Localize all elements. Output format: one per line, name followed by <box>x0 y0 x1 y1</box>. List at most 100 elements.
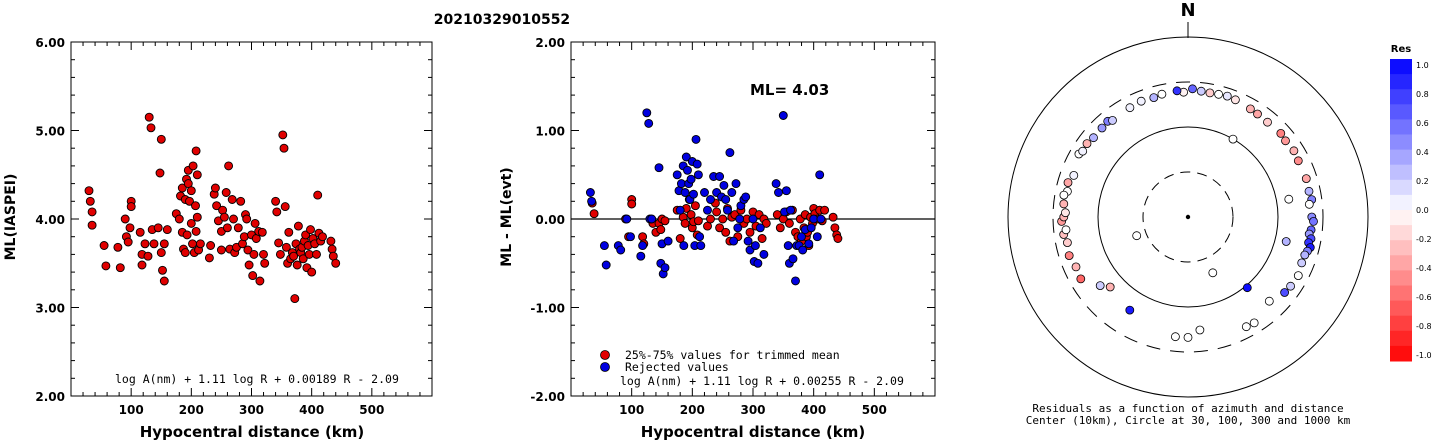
chart1-point <box>278 130 288 140</box>
chart1-point <box>259 249 268 259</box>
station-residual-point <box>1132 231 1142 241</box>
chart2-point-rejected <box>771 179 781 189</box>
chart2-point-rejected <box>601 260 611 270</box>
chart2-point-rejected <box>759 249 769 259</box>
chart1-point <box>280 202 290 212</box>
station-residual-point <box>1105 282 1115 292</box>
chart1-point <box>195 239 205 249</box>
chart1-point <box>307 267 317 277</box>
chart1-point <box>206 241 216 250</box>
colorbar-title: Res <box>1391 44 1411 55</box>
station-residual-point <box>1293 271 1303 281</box>
chart2-point-rejected <box>616 245 626 255</box>
chart1-point <box>101 261 111 271</box>
ml-residual-chart: 100 200 300 400 500 -2.00 -1.00 0.00 1.00 2.00 ML… <box>499 36 936 441</box>
chart1-point <box>290 294 300 304</box>
chart1-point <box>243 245 253 255</box>
chart1-x-tick-label: 500 <box>359 403 384 417</box>
ring-30km <box>1142 171 1234 263</box>
chart1-point <box>146 123 156 133</box>
chart1-point <box>272 207 282 217</box>
station-residual-point <box>1309 216 1318 226</box>
chart1-point <box>159 239 169 249</box>
chart2-point-rejected <box>815 170 825 180</box>
station-residual-point <box>1293 156 1303 166</box>
legend-label-trimmed: 25%-75% values for trimmed mean <box>625 348 840 362</box>
station-residual-point <box>1188 84 1197 94</box>
chart1-point <box>84 186 94 196</box>
chart1-y-tick-label: 3.00 <box>35 302 65 316</box>
station-residual-point <box>1304 199 1314 209</box>
station-residuals <box>1057 84 1318 342</box>
station-residual-point <box>1205 88 1215 98</box>
distance-rings <box>1007 36 1369 398</box>
chart2-point-used <box>718 214 728 224</box>
chart2-point-rejected <box>696 241 706 251</box>
chart1-y-tick-label: 2.00 <box>35 390 65 404</box>
residual-colorbar: Res 1.0 0.8 0.6 0.4 0.2 0.0 -0.2 -0.4 -0.6 -0.8 -1… <box>1390 44 1432 362</box>
chart1-point <box>293 221 303 231</box>
chart2-y-tick-label: -1.00 <box>530 302 565 316</box>
chart2-point-rejected <box>755 223 765 233</box>
chart1-point <box>87 220 97 230</box>
chart2-point-rejected <box>797 232 806 242</box>
chart2-point-used <box>589 209 599 219</box>
chart2-point-rejected <box>788 254 798 264</box>
colorbar-cell <box>1390 210 1412 226</box>
station-residual-point <box>1208 268 1218 278</box>
station-residual-point <box>1222 91 1232 101</box>
chart2-point-rejected <box>644 118 654 128</box>
chart2-point-rejected <box>691 134 701 144</box>
station-residual-point <box>1071 262 1081 272</box>
chart1-point <box>191 146 201 156</box>
station-residual-point <box>1246 104 1255 114</box>
chart1-formula: log A(nm) + 1.11 log R + 0.00189 R - 2.0… <box>115 372 399 386</box>
chart1-point <box>326 236 336 246</box>
chart2-point-rejected <box>626 232 635 242</box>
chart1-point <box>192 170 202 180</box>
station-residual-point <box>1063 238 1072 248</box>
chart1-point <box>275 249 285 259</box>
chart2-y-tick-label: -2.00 <box>530 390 565 404</box>
chart2-formula: log A(nm) + 1.11 log R + 0.00255 R - 2.0… <box>620 374 904 388</box>
chart2-point-rejected <box>721 195 731 204</box>
colorbar-cell <box>1390 270 1412 286</box>
colorbar-cell <box>1390 179 1412 196</box>
chart1-y-tick-label: 6.00 <box>35 36 65 50</box>
chart1-point <box>155 168 165 178</box>
colorbar-cell <box>1390 315 1412 332</box>
chart1-point <box>224 161 234 171</box>
chart2-x-tick-label: 400 <box>801 403 826 417</box>
station-residual-point <box>1196 86 1206 96</box>
chart1-point <box>99 241 109 250</box>
chart1-point <box>186 186 196 196</box>
chart1-x-tick-label: 200 <box>179 403 204 417</box>
chart1-point <box>125 223 135 233</box>
chart1-point <box>158 265 167 275</box>
chart1-point <box>289 251 299 261</box>
chart2-point-rejected <box>683 165 692 175</box>
station-residual-point <box>1300 250 1310 260</box>
station-residual-point <box>1059 199 1069 209</box>
chart2-point-rejected <box>731 179 741 189</box>
chart1-point <box>260 258 270 268</box>
chart2-point-rejected <box>693 170 703 180</box>
chart2-ylabel: ML - ML(evt) <box>499 167 515 266</box>
chart2-point-rejected <box>798 245 808 255</box>
chart2-point-rejected <box>706 195 715 204</box>
figure-title: 20210329010552 <box>434 12 570 28</box>
station-residual-point <box>1108 116 1117 125</box>
chart2-point-rejected <box>750 241 760 251</box>
station-residual-point <box>1286 281 1295 291</box>
chart1-point <box>192 212 202 222</box>
station-residual-point <box>1264 296 1274 306</box>
chart2-point-used <box>656 225 666 235</box>
chart1-point <box>298 254 308 264</box>
chart2-point-used <box>757 234 767 243</box>
station-residual-point <box>1301 174 1311 184</box>
chart1-point <box>233 223 243 233</box>
colorbar-cell <box>1390 300 1412 317</box>
chart1-point <box>126 202 136 212</box>
station-residual-point <box>1214 89 1223 99</box>
colorbar-cell <box>1390 225 1412 241</box>
